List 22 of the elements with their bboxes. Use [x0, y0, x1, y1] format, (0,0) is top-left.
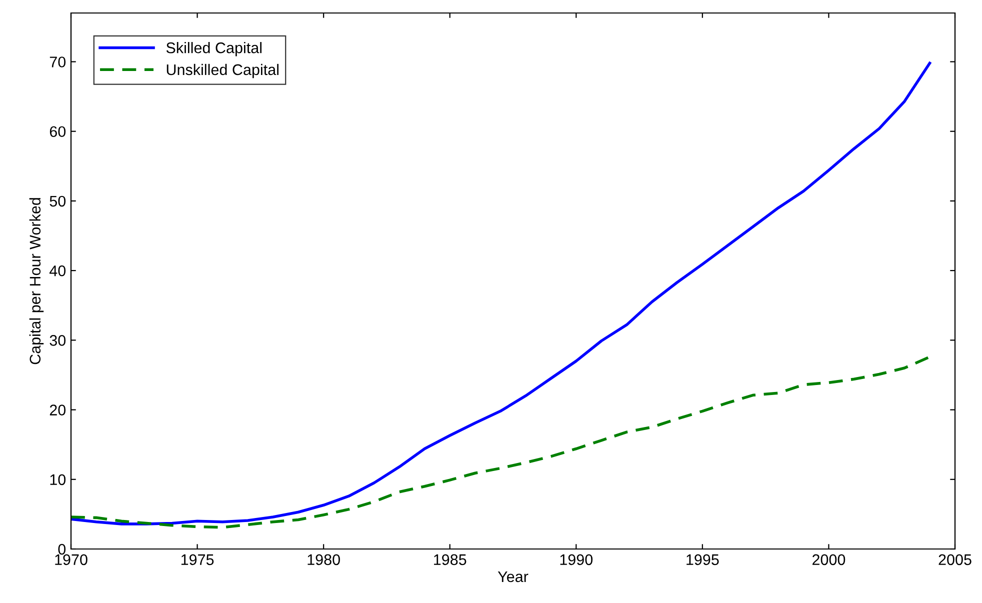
x-tick-label: 1985: [434, 554, 466, 566]
x-axis-title: Year: [498, 571, 528, 582]
y-tick-label: 40: [50, 265, 66, 276]
line-series: [71, 62, 932, 526]
x-tick-label: 1975: [181, 554, 214, 566]
y-tick-label: 70: [50, 56, 66, 68]
x-tick-label: 1990: [560, 554, 593, 566]
x-tick-label: 2000: [812, 554, 846, 566]
y-tick-label: 30: [50, 335, 66, 346]
y-tick-label: 50: [50, 196, 66, 207]
line-series: [71, 355, 932, 529]
y-tick-label: 20: [50, 404, 66, 416]
x-tick-label: 1995: [686, 554, 719, 566]
y-tick-label: 0: [58, 544, 66, 555]
y-tick-label: 10: [50, 474, 66, 486]
y-axis-title: Capital per Hour Worked: [29, 198, 44, 364]
legend-label: Skilled Capital: [166, 42, 262, 56]
x-tick-label: 1980: [308, 554, 340, 566]
x-tick-label: 1970: [55, 554, 88, 566]
x-tick-label: 2005: [938, 554, 972, 566]
legend-label: Unskilled Capital: [166, 64, 278, 78]
y-tick-label: 60: [50, 126, 66, 138]
